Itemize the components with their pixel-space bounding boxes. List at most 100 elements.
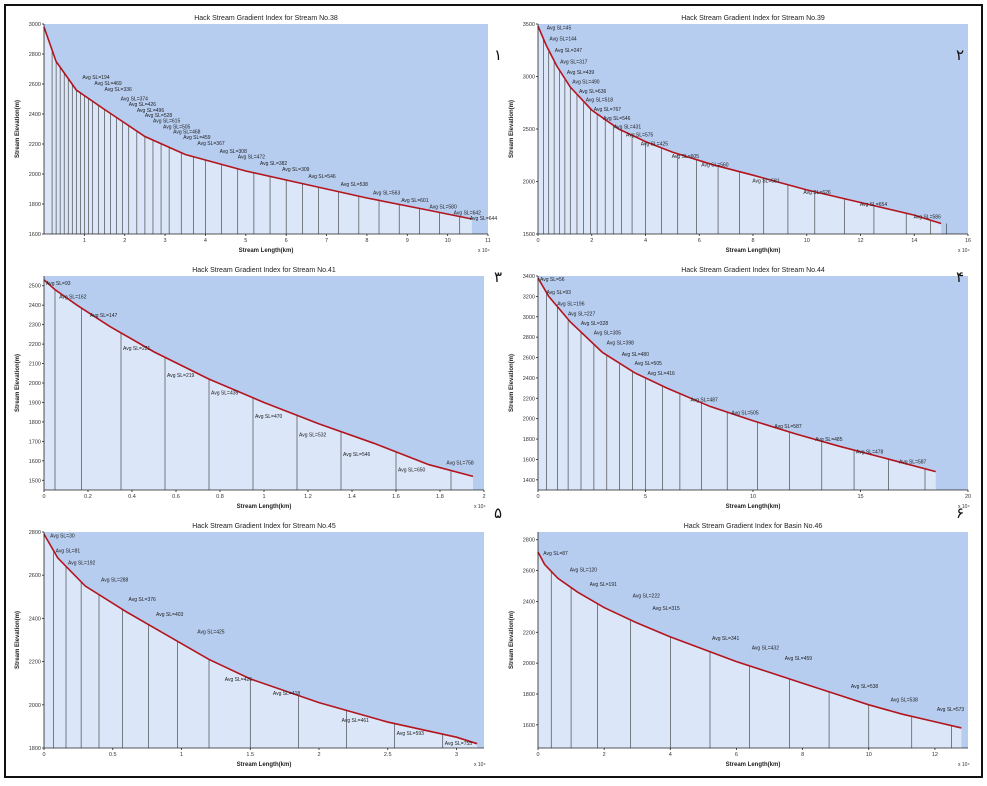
segment-label: Avg SL=650 (398, 468, 426, 474)
segment-label: Avg SL=432 (752, 645, 780, 651)
y-tick-label: 1400 (523, 478, 535, 484)
x-tick-label: 5 (244, 238, 247, 244)
x-tick-label: 8 (365, 238, 368, 244)
x-tick-label: 4 (644, 238, 647, 244)
y-tick-label: 2200 (29, 660, 41, 666)
segment-label: Avg SL=376 (129, 597, 157, 603)
segment-label: Avg SL=426 (129, 102, 157, 108)
segment-label: Avg SL=538 (851, 684, 879, 690)
segment-label: Avg SL=642 (454, 211, 482, 217)
segment-label: Avg SL=382 (260, 161, 288, 167)
x-multiplier-label: x 10⁴ (474, 504, 486, 510)
segment-label: Avg SL=496 (137, 108, 165, 114)
x-tick-label: 11 (485, 238, 491, 244)
segment-label: Avg SL=528 (145, 113, 173, 119)
segment-label: Avg SL=194 (82, 75, 110, 81)
segment-label: Avg SL=587 (774, 424, 802, 430)
stream-profile-line (43, 533, 478, 745)
segment-label: Avg SL=586 (914, 214, 942, 220)
segment-label: Avg SL=487 (691, 397, 719, 403)
x-tick-label: 8 (751, 238, 754, 244)
x-tick-label: 2 (123, 238, 126, 244)
segment-label: Avg SL=532 (299, 433, 327, 439)
segment-label: Avg SL=469 (94, 81, 122, 87)
segment-label: Avg SL=435 (211, 391, 239, 397)
segment-label: Avg SL=755 (445, 741, 473, 747)
x-tick-label: 16 (965, 238, 971, 244)
segment-label: Avg SL=374 (121, 97, 149, 103)
segment-label: Avg SL=288 (101, 578, 129, 584)
y-tick-label: 2400 (523, 376, 535, 382)
x-tick-label: 6 (698, 238, 701, 244)
y-axis-label: Stream Elevation(m) (509, 354, 515, 412)
chart-title: Hack Stream Gradient Index for Basin No.… (684, 523, 823, 530)
y-tick-label: 2400 (29, 112, 41, 118)
chart-title: Hack Stream Gradient Index for Stream No… (681, 15, 825, 22)
segment-label: Avg SL=490 (572, 79, 600, 85)
segment-label: Avg SL=227 (568, 312, 596, 318)
segment-label: Avg SL=546 (343, 452, 371, 458)
y-tick-label: 2000 (29, 381, 41, 387)
segment-label: Avg SL=336 (105, 87, 133, 93)
segment-label: Avg SL=431 (614, 124, 642, 130)
segment-label: Avg SL=605 (672, 154, 700, 160)
segment-label: Avg SL=196 (557, 302, 585, 308)
chart-svg-46: 0 2 4 6 8 10 12 1600 1800 2000 2200 2400 2600 2800 Avg… (509, 523, 970, 768)
x-tick-label: 1 (262, 494, 265, 500)
y-tick-label: 2200 (29, 142, 41, 148)
x-axis-label: Stream Length(km) (726, 762, 781, 768)
y-tick-label: 1500 (29, 478, 41, 484)
chart-panel-46: 0 2 4 6 8 10 12 1600 1800 2000 2200 2400 2600 2800 Avg… (506, 518, 976, 770)
x-multiplier-label: x 10⁴ (958, 762, 970, 768)
y-tick-label: 1800 (523, 692, 535, 698)
x-tick-label: 0.5 (109, 752, 117, 758)
segment-label: Avg SL=758 (446, 461, 474, 467)
segment-label: Avg SL=439 (567, 70, 595, 76)
x-tick-label: 0 (536, 494, 539, 500)
y-tick-label: 2000 (523, 661, 535, 667)
segment-label: Avg SL=546 (603, 116, 631, 122)
y-tick-label: 1700 (29, 439, 41, 445)
y-tick-label: 2400 (29, 616, 41, 622)
chart-panel-44: 0 5 10 15 20 1400 1600 1800 2000 2200 2400 2600 2800… (506, 262, 976, 512)
x-tick-label: 1.5 (246, 752, 254, 758)
segment-label: Avg SL=309 (282, 167, 310, 173)
segment-label: Avg SL=538 (891, 698, 919, 704)
x-tick-label: 1 (180, 752, 183, 758)
x-tick-label: 2 (482, 494, 485, 500)
chart-title: Hack Stream Gradient Index for Stream No… (194, 15, 338, 22)
y-axis-label: Stream Elevation(m) (509, 100, 515, 158)
panel-number-4: ۴ (956, 268, 965, 286)
chart-svg-41: 0 0.2 0.4 0.6 0.8 1 1.2 1.4 1.6 1.8 2 1500 1600 1700 1… (15, 267, 486, 510)
x-tick-label: 1.4 (348, 494, 356, 500)
y-tick-label: 2800 (29, 52, 41, 58)
y-tick-label: 3000 (29, 22, 41, 28)
y-tick-label: 2300 (29, 323, 41, 329)
y-tick-label: 2800 (523, 538, 535, 544)
area-under-profile (538, 278, 936, 490)
x-axis-label: Stream Length(km) (237, 762, 292, 768)
y-tick-label: 2800 (29, 530, 41, 536)
stream-profile-line (537, 25, 942, 225)
x-tick-label: 2 (603, 752, 606, 758)
segment-label: Avg SL=593 (397, 731, 425, 737)
y-tick-label: 2500 (29, 284, 41, 290)
segment-label: Avg SL=247 (555, 48, 583, 54)
y-tick-label: 2600 (29, 82, 41, 88)
segment-label: Avg SL=615 (153, 118, 181, 124)
x-tick-label: 20 (965, 494, 971, 500)
y-axis-label: Stream Elevation(m) (509, 611, 515, 669)
segment-label: Avg SL=93 (546, 290, 571, 296)
segment-label: Avg SL=120 (570, 567, 598, 573)
segment-label: Avg SL=478 (856, 449, 884, 455)
segment-label: Avg SL=518 (586, 98, 614, 104)
chart-panel-38: 1 2 3 4 5 6 7 8 9 10 11 1600 1800 2000 2200 2400 2600 280… (12, 10, 497, 256)
segment-label: Avg SL=219 (167, 373, 195, 379)
x-tick-label: 8 (801, 752, 804, 758)
y-tick-label: 1800 (29, 746, 41, 752)
x-tick-label: 0.4 (128, 494, 136, 500)
segment-label: Avg SL=192 (68, 560, 96, 566)
segment-label: Avg SL=587 (899, 460, 927, 466)
x-tick-label: 3 (455, 752, 458, 758)
y-tick-label: 3200 (523, 294, 535, 300)
